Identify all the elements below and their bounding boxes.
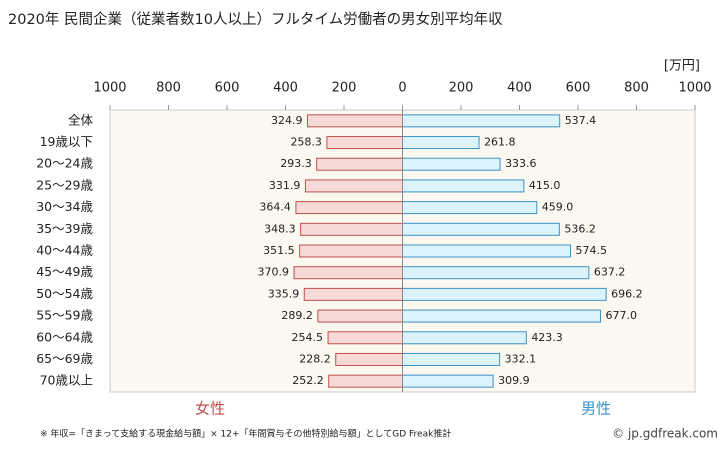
bar	[304, 179, 403, 193]
bar	[327, 331, 403, 345]
chart-title: 2020年 民間企業（従業者数10人以上）フルタイム労働者の男女別平均年収	[8, 10, 503, 28]
y-tick-label: 65〜69歳	[36, 351, 93, 366]
value-label: 415.0	[529, 179, 561, 192]
x-tick-label: 600	[215, 81, 240, 96]
y-tick-label: 50〜54歳	[36, 286, 93, 301]
value-label: 677.0	[606, 309, 638, 322]
value-label: 459.0	[542, 201, 574, 214]
value-label: 348.3	[264, 222, 296, 235]
bar	[316, 157, 403, 171]
value-label: 364.4	[259, 201, 291, 214]
x-tick-label: 400	[507, 81, 532, 96]
bar	[317, 309, 403, 323]
bar	[326, 136, 403, 150]
y-tick-label: 30〜34歳	[36, 199, 93, 214]
bar	[328, 374, 404, 388]
y-tick-label: 70歳以上	[40, 373, 93, 388]
value-label: 333.6	[505, 157, 537, 170]
value-label: 289.2	[281, 309, 313, 322]
value-label: 254.5	[292, 331, 324, 344]
y-tick-label: 19歳以下	[40, 134, 93, 149]
x-tick-label: 800	[624, 81, 649, 96]
x-tick-label: 1000	[93, 81, 126, 96]
value-label: 228.2	[299, 352, 331, 365]
bar	[402, 266, 590, 280]
bar	[402, 201, 538, 215]
y-tick-label: 40〜44歳	[36, 243, 93, 258]
bar	[303, 287, 403, 301]
value-label: 252.2	[292, 374, 324, 387]
unit-label: [万円]	[664, 59, 700, 74]
x-tick-label: 1000	[678, 81, 711, 96]
bar	[335, 352, 403, 366]
value-label: 574.5	[576, 244, 608, 257]
y-tick-label: 20〜24歳	[36, 156, 93, 171]
value-label: 324.9	[271, 114, 303, 127]
x-tick-label: 600	[566, 81, 591, 96]
x-tick-label: 0	[398, 81, 406, 96]
bar	[293, 266, 403, 280]
x-tick-label: 800	[156, 81, 181, 96]
x-tick-label: 400	[273, 81, 298, 96]
bar	[402, 136, 480, 150]
value-label: 370.9	[258, 266, 290, 279]
legend-entry: 男性	[581, 400, 611, 418]
bar	[295, 201, 403, 215]
bar	[402, 244, 572, 258]
value-label: 351.5	[263, 244, 295, 257]
bar	[402, 222, 560, 236]
value-label: 335.9	[268, 287, 300, 300]
value-label: 332.1	[505, 352, 537, 365]
legend-entry: 女性	[195, 400, 225, 418]
value-label: 536.2	[564, 222, 596, 235]
bar	[402, 374, 494, 388]
value-label: 258.3	[290, 136, 322, 149]
y-tick-label: 35〜39歳	[36, 221, 93, 236]
value-label: 261.8	[484, 136, 516, 149]
y-tick-label: 60〜64歳	[36, 329, 93, 344]
value-label: 331.9	[269, 179, 301, 192]
bar	[300, 222, 403, 236]
value-label: 537.4	[565, 114, 597, 127]
footnote: ※ 年収=「きまって支給する現金給与額」× 12+「年間賞与その他特別給与額」と…	[40, 428, 451, 440]
y-tick-label: 55〜59歳	[36, 308, 93, 323]
x-tick-label: 200	[332, 81, 357, 96]
y-tick-label: 25〜29歳	[36, 177, 93, 192]
bar	[402, 309, 602, 323]
value-label: 696.2	[611, 287, 643, 300]
bar	[306, 114, 403, 128]
bar	[402, 331, 527, 345]
bar	[402, 287, 607, 301]
bar	[299, 244, 403, 258]
bar	[402, 179, 525, 193]
value-label: 293.3	[280, 157, 312, 170]
x-tick-label: 200	[449, 81, 474, 96]
y-tick-label: 45〜49歳	[36, 264, 93, 279]
value-label: 423.3	[531, 331, 563, 344]
bar	[402, 114, 561, 128]
bar	[402, 352, 501, 366]
source: © jp.gdfreak.com	[612, 427, 718, 441]
value-label: 309.9	[498, 374, 530, 387]
value-label: 637.2	[594, 266, 626, 279]
bar	[402, 157, 501, 171]
y-tick-label: 全体	[68, 112, 94, 127]
